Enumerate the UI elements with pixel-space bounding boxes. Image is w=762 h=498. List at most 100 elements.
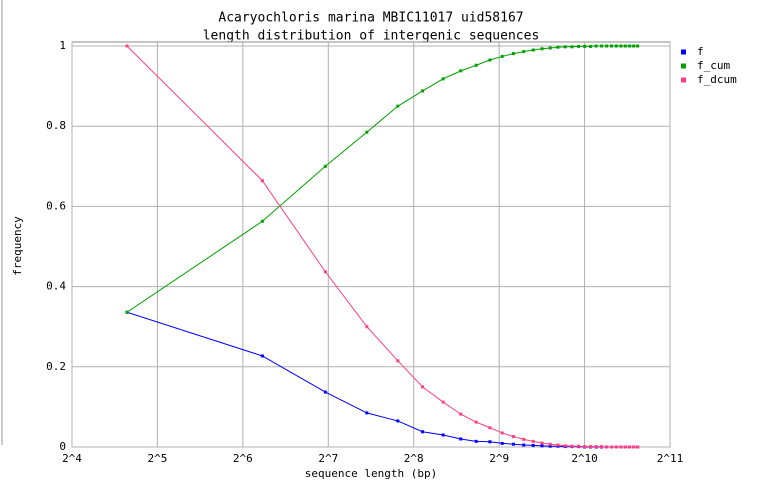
chart-title: Acaryochloris marina MBIC11017 uid58167 [218,11,523,26]
point [636,44,640,48]
y-tick-label: 0.4 [46,280,66,293]
point [522,437,526,441]
point [474,63,478,67]
point [577,444,581,448]
point [563,444,567,448]
point [577,44,581,48]
point [396,419,400,423]
point [500,431,504,435]
point [632,44,636,48]
point [540,444,544,448]
point [125,310,129,314]
legend-label: f [697,45,704,58]
y-tick-label: 0 [59,440,66,453]
chart-subtitle: length distribution of intergenic sequen… [203,29,540,44]
point [511,435,515,439]
point [531,439,535,443]
x-tick-label: 2^5 [147,452,167,465]
point [636,445,640,449]
y-tick-label: 0.2 [46,360,66,373]
point [605,44,609,48]
point [594,44,598,48]
point [589,44,593,48]
point [500,54,504,58]
point [614,445,618,449]
point [323,270,327,274]
x-axis-label: sequence length (bp) [305,467,437,480]
point [365,411,369,415]
point [365,130,369,134]
point [583,445,587,449]
point [619,44,623,48]
x-tick-label: 2^10 [571,452,598,465]
point [459,69,463,73]
point [556,443,560,447]
point [623,445,627,449]
point [323,164,327,168]
series-line [126,311,638,448]
point [548,444,552,448]
point [600,445,604,449]
point [600,44,604,48]
legend-label: f_dcum [697,73,737,86]
point [589,445,593,449]
y-axis-label: frequency [11,216,24,276]
point [632,445,636,449]
series-line [126,45,638,448]
point [488,58,492,62]
point [500,441,504,445]
y-tick-label: 0.6 [46,199,66,212]
point [459,437,463,441]
point [511,442,515,446]
legend-marker [681,63,686,69]
point [421,385,425,389]
point [511,52,515,56]
point [488,426,492,430]
x-tick-label: 2^6 [233,452,253,465]
point [605,445,609,449]
legend-marker [681,77,686,83]
point [570,45,574,49]
point [125,44,129,48]
point [522,443,526,447]
point [531,443,535,447]
x-tick-label: 2^4 [62,452,82,465]
point [619,445,623,449]
point [421,89,425,93]
series-line [126,45,638,313]
point [441,433,445,437]
point [474,439,478,443]
point [623,44,627,48]
point [396,359,400,363]
plot-frame [71,41,671,448]
point [260,219,264,223]
point [441,400,445,404]
point [563,45,567,49]
x-tick-label: 2^7 [318,452,338,465]
point [441,77,445,81]
point [610,44,614,48]
point [548,442,552,446]
y-tick-label: 1 [59,39,66,52]
point [540,441,544,445]
y-tick-label: 0.8 [46,119,66,132]
point [522,50,526,54]
point [540,47,544,51]
x-tick-label: 2^8 [404,452,424,465]
point [459,412,463,416]
legend-marker [681,49,686,55]
point [488,440,492,444]
point [474,420,478,424]
point [628,445,632,449]
point [628,44,632,48]
point [614,44,618,48]
point [396,104,400,108]
point [323,390,327,394]
point [548,46,552,50]
point [594,445,598,449]
point [260,354,264,358]
point [556,45,560,49]
x-tick-label: 2^11 [657,452,684,465]
